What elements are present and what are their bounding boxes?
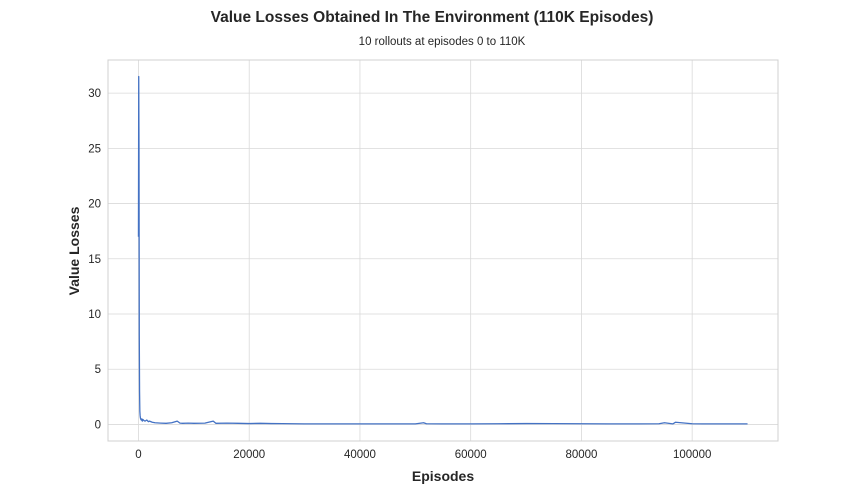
chart-subtitle: 10 rollouts at episodes 0 to 110K	[359, 36, 526, 48]
value-loss-line	[137, 75, 748, 425]
x-axis-label: Episodes	[412, 468, 474, 484]
y-axis-label: Value Losses	[66, 206, 82, 295]
x-tick-label: 40000	[344, 449, 376, 461]
y-tick-label: 30	[88, 88, 101, 100]
y-tick-label: 20	[88, 199, 101, 211]
x-tick-label: 20000	[233, 449, 265, 461]
tick-labels: 0 20000 40000 60000 80000 100000 0 5 10 15 20 25 30	[88, 88, 711, 461]
x-tick-label: 0	[135, 449, 141, 461]
y-tick-label: 0	[95, 419, 101, 431]
y-tick-label: 10	[88, 309, 101, 321]
grid	[108, 60, 778, 441]
chart-title: Value Losses Obtained In The Environment…	[211, 9, 654, 26]
x-tick-label: 100000	[673, 449, 711, 461]
y-tick-label: 5	[95, 364, 101, 376]
x-tick-label: 80000	[565, 449, 597, 461]
series-group	[137, 75, 748, 425]
plot-frame	[107, 59, 779, 442]
y-tick-label: 15	[88, 254, 101, 266]
y-tick-label: 25	[88, 143, 101, 155]
x-tick-label: 60000	[455, 449, 487, 461]
